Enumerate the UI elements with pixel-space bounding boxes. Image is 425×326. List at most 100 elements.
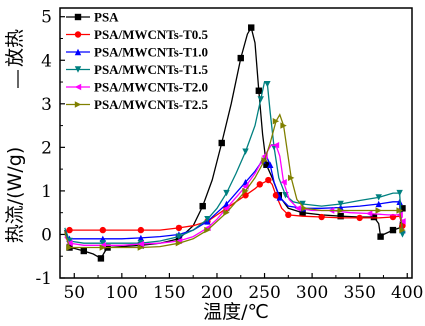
y-tick-label: 4 bbox=[41, 51, 52, 71]
legend-label: PSA bbox=[94, 10, 119, 25]
y-axis-label: 热流/(W/g) bbox=[4, 147, 26, 243]
series-0 bbox=[64, 24, 406, 262]
data-point-marker bbox=[396, 207, 403, 214]
data-point-marker bbox=[99, 239, 107, 247]
x-tick-label: 400 bbox=[391, 283, 423, 303]
data-point-marker bbox=[276, 194, 283, 201]
data-point-marker bbox=[299, 200, 306, 208]
y-tick-label: 5 bbox=[41, 8, 52, 28]
data-point-marker bbox=[267, 161, 274, 168]
y-tick-label: 3 bbox=[41, 95, 52, 115]
data-point-marker bbox=[365, 210, 373, 217]
data-point-marker bbox=[137, 234, 145, 242]
data-point-marker bbox=[99, 226, 107, 234]
data-point-marker bbox=[97, 255, 105, 262]
data-point-marker bbox=[66, 237, 73, 245]
data-point-marker bbox=[223, 209, 230, 216]
data-point-marker bbox=[280, 122, 287, 129]
data-point-marker bbox=[280, 178, 287, 186]
data-point-marker bbox=[263, 161, 270, 168]
legend-label: PSA/MWCNTs-T2.5 bbox=[94, 97, 209, 112]
legend-marker bbox=[74, 66, 82, 73]
legend-entry: PSA/MWCNTs-T1.0 bbox=[66, 45, 208, 60]
data-point-marker bbox=[175, 224, 183, 232]
y-tick-label: -1 bbox=[35, 269, 52, 289]
legend-entry: PSA bbox=[66, 10, 119, 25]
data-point-marker bbox=[399, 231, 406, 238]
legend-entry: PSA/MWCNTs-T2.0 bbox=[66, 80, 208, 95]
data-point-marker bbox=[389, 226, 397, 234]
data-point-marker bbox=[257, 96, 264, 103]
series-4 bbox=[64, 141, 406, 249]
data-point-marker bbox=[66, 239, 73, 247]
data-point-marker bbox=[66, 244, 73, 251]
x-tick-label: 250 bbox=[248, 283, 280, 303]
data-point-marker bbox=[255, 87, 263, 94]
data-point-marker bbox=[399, 205, 406, 212]
data-point-marker bbox=[80, 247, 87, 255]
data-point-marker bbox=[399, 226, 406, 234]
y-tick-label: 0 bbox=[41, 225, 52, 245]
legend: PSA PSA/MWCNTs-T0.5 PSA/MWCNTs-T1.0 PSA/MWC… bbox=[66, 10, 209, 112]
series-1 bbox=[64, 176, 406, 234]
data-point-marker bbox=[137, 244, 145, 251]
x-tick-label: 150 bbox=[153, 283, 185, 303]
axis-ticks: 50 100 150 200 250 300 350 400 -1 0 1 2 3 4 5 bbox=[35, 8, 423, 303]
data-point-marker bbox=[337, 200, 344, 208]
data-point-marker bbox=[301, 205, 308, 212]
data-point-marker bbox=[237, 54, 244, 62]
data-point-marker bbox=[399, 218, 406, 225]
data-point-marker bbox=[396, 189, 403, 197]
data-point-marker bbox=[375, 194, 382, 201]
data-point-marker bbox=[318, 213, 325, 221]
data-point-marker bbox=[175, 233, 183, 240]
series-5 bbox=[64, 113, 406, 251]
data-point-marker bbox=[261, 157, 268, 164]
data-point-marker bbox=[265, 176, 272, 184]
data-point-marker bbox=[337, 212, 344, 220]
series-line bbox=[64, 154, 404, 240]
data-point-marker bbox=[287, 174, 295, 182]
data-point-marker bbox=[204, 216, 211, 223]
legend-label: PSA/MWCNTs-T0.5 bbox=[94, 27, 209, 42]
legend-marker bbox=[74, 83, 82, 91]
data-point-marker bbox=[199, 202, 206, 210]
legend-label: PSA/MWCNTs-T1.0 bbox=[94, 45, 208, 60]
series-line bbox=[64, 113, 404, 249]
exotherm-annotation: 放热 bbox=[4, 29, 26, 88]
data-point-marker bbox=[272, 192, 280, 199]
legend-marker bbox=[74, 48, 82, 56]
data-point-marker bbox=[375, 200, 382, 208]
data-point-marker bbox=[256, 181, 263, 188]
data-point-marker bbox=[218, 139, 225, 147]
data-point-marker bbox=[356, 214, 363, 222]
data-point-marker bbox=[248, 24, 255, 31]
x-tick-label: 100 bbox=[106, 283, 138, 303]
x-tick-label: 200 bbox=[201, 283, 233, 303]
data-point-marker bbox=[285, 211, 292, 219]
data-point-marker bbox=[242, 148, 249, 155]
data-point-marker bbox=[294, 205, 302, 212]
x-tick-label: 350 bbox=[343, 283, 375, 303]
series-layer bbox=[64, 24, 406, 262]
y-tick-label: 1 bbox=[41, 182, 52, 202]
legend-label: PSA/MWCNTs-T1.5 bbox=[94, 62, 209, 77]
legend-entry: PSA/MWCNTs-T0.5 bbox=[66, 27, 209, 42]
legend-marker bbox=[74, 101, 82, 108]
x-axis-label: 温度/℃ bbox=[203, 301, 269, 323]
data-point-marker bbox=[99, 244, 107, 251]
data-point-marker bbox=[223, 189, 230, 197]
plot-frame bbox=[59, 7, 413, 279]
data-point-marker bbox=[242, 187, 249, 195]
data-point-marker bbox=[66, 226, 73, 234]
data-point-marker bbox=[175, 239, 183, 247]
legend-entry: PSA/MWCNTs-T2.5 bbox=[66, 97, 209, 112]
x-tick-label: 300 bbox=[296, 283, 328, 303]
exotherm-label: 放热 bbox=[4, 29, 26, 67]
legend-label: PSA/MWCNTs-T2.0 bbox=[94, 80, 208, 95]
data-point-marker bbox=[204, 226, 211, 234]
data-point-marker bbox=[272, 141, 280, 149]
legend-marker bbox=[74, 13, 82, 21]
